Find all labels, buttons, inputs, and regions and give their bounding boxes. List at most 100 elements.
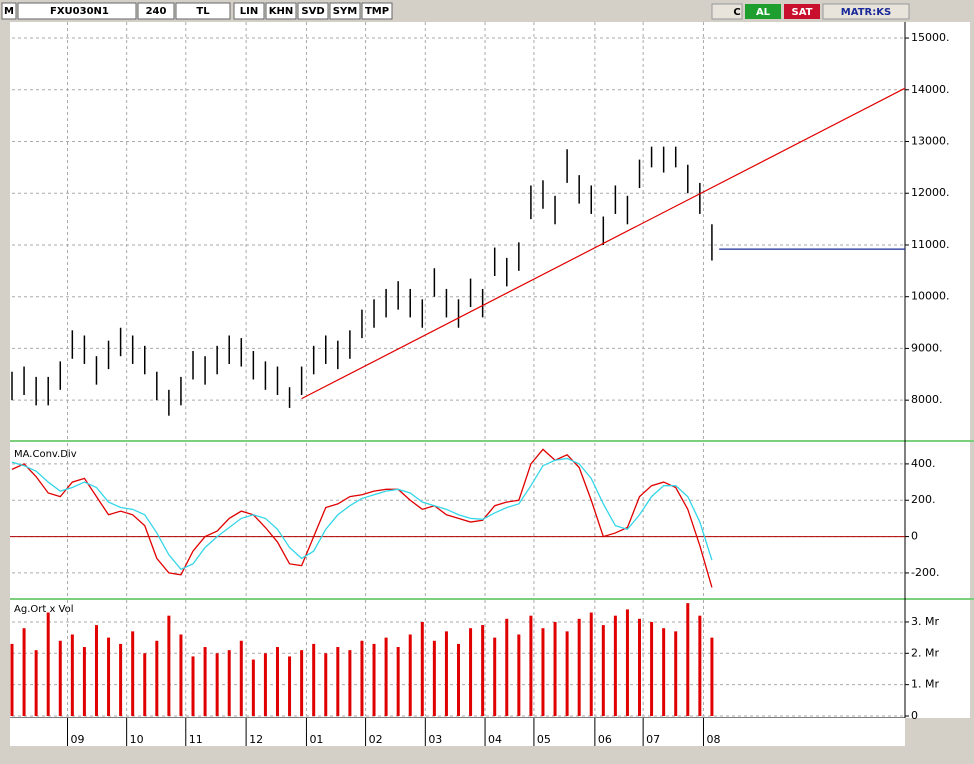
volume-bar xyxy=(107,637,111,716)
y-tick-label: 12000. xyxy=(911,186,950,199)
toolbar-button-label: SVD xyxy=(301,6,324,17)
x-tick-label: 02 xyxy=(369,733,383,746)
volume-bar xyxy=(686,603,690,716)
account: MATR:KS xyxy=(841,7,891,18)
indicator-line xyxy=(11,457,713,571)
x-tick-label: 12 xyxy=(249,733,263,746)
volume-bar xyxy=(312,643,316,716)
toolbar-button-label: TMP xyxy=(365,6,389,17)
panel-title: Ag.Ort x Vol xyxy=(14,604,74,615)
c-button[interactable] xyxy=(711,3,743,20)
buy-label: AL xyxy=(756,7,771,18)
y-tick-label: 0 xyxy=(911,530,918,543)
toolbar-button[interactable] xyxy=(265,2,297,20)
volume-bar xyxy=(203,647,207,716)
toolbar-button-label: SYM xyxy=(333,6,357,17)
volume-bar xyxy=(191,656,195,716)
indicator-line xyxy=(11,448,713,588)
volume-bar xyxy=(625,609,629,716)
buy-button[interactable] xyxy=(745,4,781,19)
y-tick-label: 15000. xyxy=(911,31,950,44)
volume-bar xyxy=(493,637,497,716)
x-tick-label: 04 xyxy=(488,733,502,746)
volume-bar xyxy=(553,621,557,716)
volume-bar xyxy=(408,634,412,716)
y-tick-label: 200. xyxy=(911,493,936,506)
volume-bar xyxy=(119,643,123,716)
y-tick-label: 400. xyxy=(911,457,936,470)
volume-bar xyxy=(589,612,593,716)
volume-bar xyxy=(650,621,654,716)
toolbar-button[interactable] xyxy=(361,2,393,20)
volume-bar xyxy=(336,647,340,716)
volume-bar xyxy=(215,653,219,716)
period-box[interactable] xyxy=(137,2,175,20)
volume-bar xyxy=(131,631,135,716)
currency: TL xyxy=(196,6,210,17)
drawn-line xyxy=(301,87,906,400)
toolbar-button-label: KHN xyxy=(269,6,294,17)
currency-box[interactable] xyxy=(175,2,231,20)
y-tick-label: 10000. xyxy=(911,290,950,303)
volume-bar xyxy=(577,618,581,716)
volume-bar xyxy=(420,621,424,716)
volume-bar xyxy=(288,656,292,716)
c-label: C xyxy=(733,7,740,18)
x-tick-label: 08 xyxy=(706,733,720,746)
volume-bar xyxy=(565,631,569,716)
sell-button[interactable] xyxy=(784,4,820,19)
volume-bar xyxy=(469,628,473,716)
toolbar-button[interactable] xyxy=(329,2,361,20)
symbol-box[interactable] xyxy=(17,2,137,20)
volume-bar xyxy=(348,650,352,716)
y-tick-label: 8000. xyxy=(911,393,943,406)
volume-bar xyxy=(372,643,376,716)
y-tick-label: 9000. xyxy=(911,341,943,354)
y-tick-label: 13000. xyxy=(911,135,950,148)
x-tick-label: 07 xyxy=(646,733,660,746)
period: 240 xyxy=(146,6,167,17)
toolbar-button[interactable] xyxy=(297,2,329,20)
volume-bar xyxy=(227,650,231,716)
volume-bar xyxy=(432,640,436,716)
volume-bar xyxy=(360,640,364,716)
volume-bar xyxy=(638,618,642,716)
y-tick-label: 11000. xyxy=(911,238,950,251)
volume-bar xyxy=(46,612,50,716)
volume-bar xyxy=(143,653,147,716)
volume-bar xyxy=(239,640,243,716)
volume-bar xyxy=(481,625,485,716)
sell-label: SAT xyxy=(792,7,813,18)
volume-bar xyxy=(155,640,159,716)
volume-bar xyxy=(517,634,521,716)
plot-background xyxy=(10,22,970,718)
volume-bar xyxy=(698,615,702,716)
toolbar-buttons: LIN KHN SVD SYM TMP xyxy=(233,2,393,20)
y-tick-label: 2. Mr xyxy=(911,646,939,659)
volume-bar xyxy=(34,650,38,716)
x-tick-label: 05 xyxy=(537,733,551,746)
y-tick-label: 0 xyxy=(911,709,918,722)
volume-bar xyxy=(22,628,26,716)
logo-box[interactable] xyxy=(1,2,17,20)
volume-bar xyxy=(251,659,255,716)
volume-bar xyxy=(710,637,714,716)
toolbar-button[interactable] xyxy=(233,2,265,20)
y-tick-label: 1. Mr xyxy=(911,678,939,691)
account-box[interactable] xyxy=(822,3,910,20)
volume-bar xyxy=(505,618,509,716)
volume-bar xyxy=(541,628,545,716)
volume-bar xyxy=(601,625,605,716)
volume-bar xyxy=(613,615,617,716)
x-tick-label: 03 xyxy=(428,733,442,746)
x-tick-label: 06 xyxy=(598,733,612,746)
toolbar-button-label: LIN xyxy=(240,6,258,17)
volume-bar xyxy=(58,640,62,716)
scrollbar[interactable] xyxy=(0,747,974,764)
volume-bar xyxy=(94,625,98,716)
x-tick-label: 11 xyxy=(189,733,203,746)
x-tick-label: 01 xyxy=(309,733,323,746)
volume-bar xyxy=(396,647,400,716)
